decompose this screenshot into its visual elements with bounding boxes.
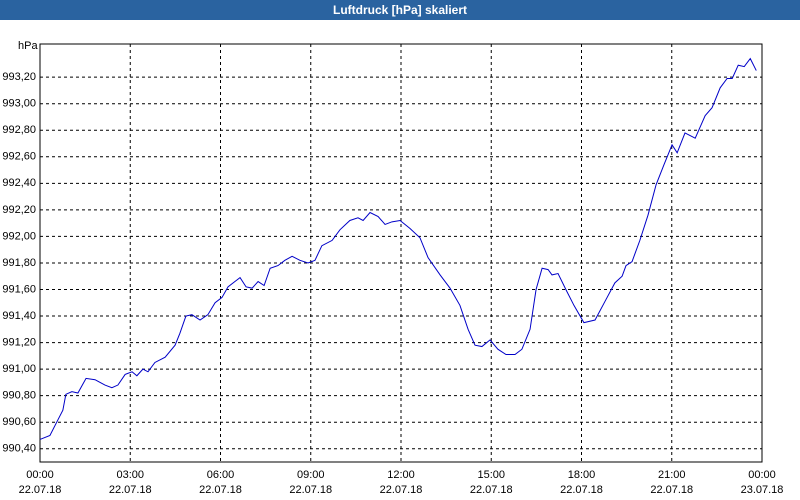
plot-frame xyxy=(39,43,763,463)
x-tick-label: 00:00 xyxy=(748,469,776,481)
y-tick-label: 992,60 xyxy=(2,151,36,163)
x-tick-sublabel: 22.07.18 xyxy=(380,484,423,496)
x-tick-label: 12:00 xyxy=(387,469,415,481)
title-bar xyxy=(0,0,800,20)
y-tick-label: 991,80 xyxy=(2,257,36,269)
y-tick-label: 991,40 xyxy=(2,310,36,322)
x-tick-label: 18:00 xyxy=(568,469,596,481)
y-tick-label: 990,80 xyxy=(2,390,36,402)
data-line xyxy=(39,57,757,440)
x-tick-sublabel: 22.07.18 xyxy=(109,484,152,496)
x-tick-label: 21:00 xyxy=(658,469,686,481)
x-tick-sublabel: 23.07.18 xyxy=(741,484,784,496)
x-tick-sublabel: 22.07.18 xyxy=(560,484,603,496)
y-tick-label: 991,00 xyxy=(2,363,36,375)
y-tick-label: 990,40 xyxy=(2,443,36,455)
x-tick-label: 03:00 xyxy=(116,469,144,481)
x-tick-sublabel: 22.07.18 xyxy=(19,484,62,496)
x-tick-label: 00:00 xyxy=(26,469,54,481)
y-tick-label: 992,00 xyxy=(2,230,36,242)
x-tick-label: 15:00 xyxy=(477,469,505,481)
x-tick-sublabel: 22.07.18 xyxy=(650,484,693,496)
x-tick-sublabel: 22.07.18 xyxy=(470,484,513,496)
x-tick-sublabel: 22.07.18 xyxy=(289,484,332,496)
y-tick-label: 990,60 xyxy=(2,416,36,428)
x-tick-label: 06:00 xyxy=(207,469,235,481)
y-axis-label: hPa xyxy=(18,40,38,52)
x-tick-sublabel: 22.07.18 xyxy=(199,484,242,496)
y-tick-label: 992,80 xyxy=(2,124,36,136)
y-tick-label: 992,20 xyxy=(2,204,36,216)
y-tick-label: 993,00 xyxy=(2,98,36,110)
y-tick-label: 993,20 xyxy=(2,71,36,83)
y-tick-label: 991,20 xyxy=(2,336,36,348)
chart-title: Luftdruck [hPa] skaliert xyxy=(333,3,467,17)
y-tick-label: 991,60 xyxy=(2,283,36,295)
y-tick-label: 992,40 xyxy=(2,177,36,189)
x-tick-label: 09:00 xyxy=(297,469,325,481)
